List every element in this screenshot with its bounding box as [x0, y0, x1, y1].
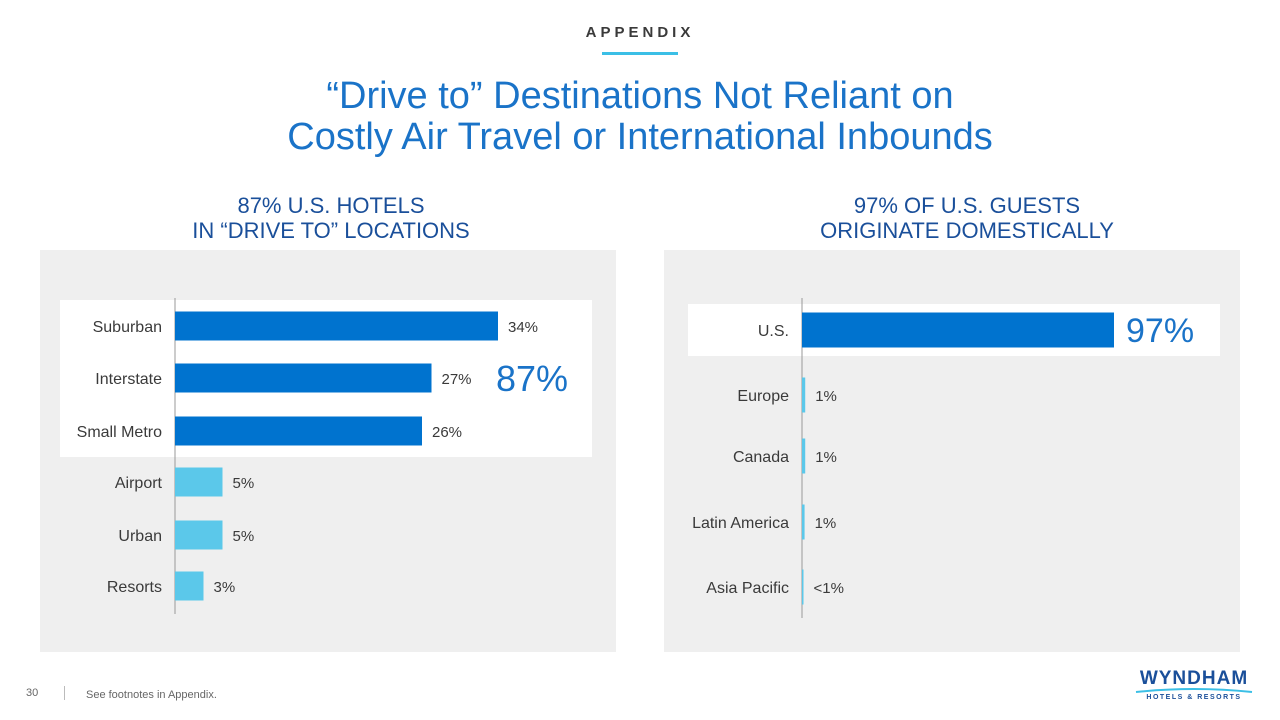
category-label-interstate: Interstate: [95, 371, 162, 388]
value-label-airport: 5%: [233, 475, 255, 492]
guest-origin-chart-panel: U.S. 97% Europe 1% Canada 1% Latin America 1% As…: [664, 250, 1240, 652]
category-label-latin-america: Latin America: [692, 515, 789, 532]
value-label-canada: 1%: [815, 449, 837, 466]
bar-resorts: [175, 571, 204, 601]
value-label-suburban: 34%: [508, 319, 538, 336]
bar-latin-america: [802, 504, 805, 540]
logo-subtext: HOTELS & RESORTS: [1146, 694, 1242, 701]
value-label-u-s: 97%: [1126, 312, 1194, 350]
section-rule: [602, 52, 678, 55]
footnote: See footnotes in Appendix.: [86, 689, 217, 701]
value-label-europe: 1%: [815, 388, 837, 405]
left-chart-title: 87% U.S. HOTELS IN “DRIVE TO” LOCATIONS: [40, 193, 622, 243]
category-label-resorts: Resorts: [107, 579, 162, 596]
value-label-resorts: 3%: [214, 579, 236, 596]
bar-interstate: [175, 363, 432, 393]
logo-wordmark: WYNDHAM: [1139, 668, 1249, 689]
value-label-latin-america: 1%: [815, 515, 837, 532]
bar-airport: [175, 467, 223, 497]
value-label-small-metro: 26%: [432, 424, 462, 441]
value-label-asia-pacific: <1%: [814, 580, 844, 597]
category-label-u-s: U.S.: [758, 323, 789, 340]
hotel-location-chart: Suburban 34% Interstate 27% Small Metro 26% Ai…: [60, 298, 592, 614]
category-label-europe: Europe: [737, 388, 789, 405]
category-label-small-metro: Small Metro: [77, 424, 162, 441]
page-number: 30: [26, 687, 39, 699]
wyndham-logo: WYNDHAM HOTELS & RESORTS: [1132, 668, 1256, 708]
footer-divider: [64, 686, 65, 700]
hotel-location-chart-panel: Suburban 34% Interstate 27% Small Metro 26% Ai…: [40, 250, 616, 652]
bar-canada: [802, 438, 806, 474]
page-title: “Drive to” Destinations Not Reliant on C…: [0, 76, 1280, 158]
bar-europe: [802, 377, 806, 413]
right-chart-title-line-2: ORIGINATE DOMESTICALLY: [820, 218, 1114, 243]
right-chart-title: 97% OF U.S. GUESTS ORIGINATE DOMESTICALL…: [664, 193, 1270, 243]
value-label-urban: 5%: [233, 528, 255, 545]
category-label-airport: Airport: [115, 475, 163, 492]
bar-suburban: [175, 311, 498, 341]
value-label-interstate: 27%: [442, 371, 472, 388]
category-label-urban: Urban: [118, 528, 162, 545]
bar-urban: [175, 520, 223, 550]
bar-u-s: [802, 312, 1114, 348]
total-callout: 87%: [496, 358, 568, 399]
page-title-line-1: “Drive to” Destinations Not Reliant on: [326, 75, 954, 117]
bar-small-metro: [175, 416, 422, 446]
category-label-suburban: Suburban: [93, 319, 162, 336]
guest-origin-chart: U.S. 97% Europe 1% Canada 1% Latin America 1% As…: [688, 298, 1220, 618]
page-title-line-2: Costly Air Travel or International Inbou…: [287, 116, 993, 158]
right-chart-title-line-1: 97% OF U.S. GUESTS: [853, 193, 1081, 218]
logo-swoosh-icon: [1135, 688, 1253, 693]
section-label: APPENDIX: [585, 24, 695, 41]
category-label-asia-pacific: Asia Pacific: [706, 580, 789, 597]
left-chart-title-line-1: 87% U.S. HOTELS: [237, 193, 425, 218]
bar-asia-pacific: [802, 569, 804, 605]
left-chart-title-line-2: IN “DRIVE TO” LOCATIONS: [192, 218, 470, 243]
category-label-canada: Canada: [733, 449, 789, 466]
